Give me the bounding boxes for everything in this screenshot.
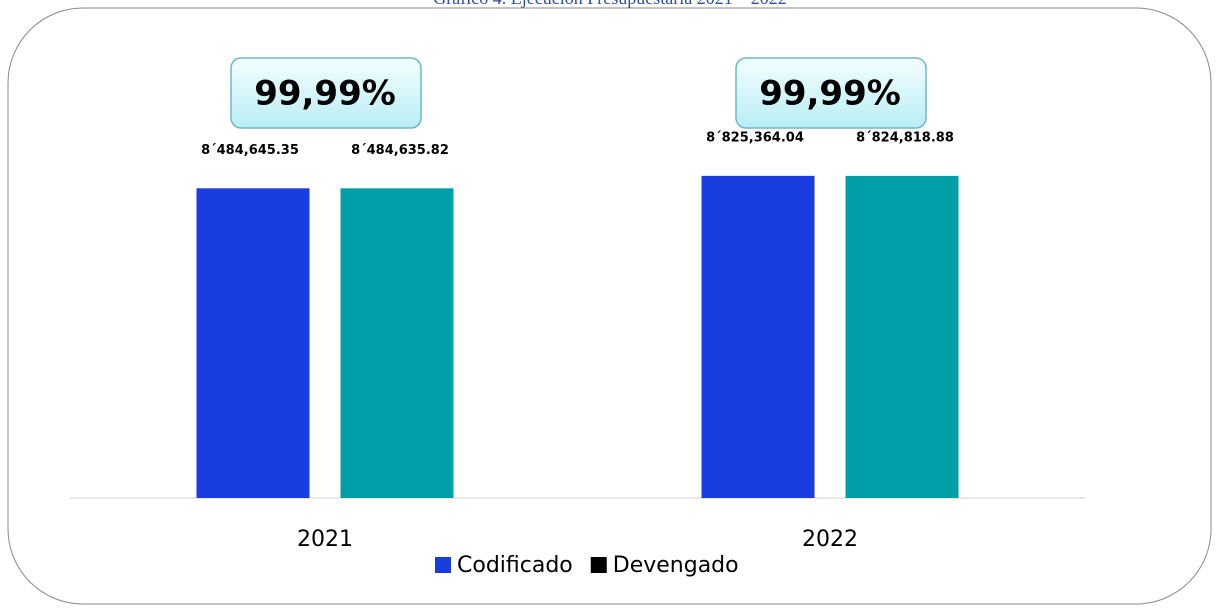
bar: [340, 188, 454, 498]
annotation-box: [230, 57, 422, 129]
bar: [845, 175, 959, 498]
chart-title: Gráfico 4. Ejecución Presupuestaria 2021…: [433, 0, 786, 8]
x-tick-label: 2021: [297, 527, 353, 552]
chart-frame: [7, 7, 1212, 605]
data-label: 8´824,818.88: [856, 130, 954, 145]
legend-label: Codificado: [457, 553, 573, 578]
legend-label: Devengado: [613, 553, 739, 578]
bar: [701, 175, 815, 498]
data-label: 8´484,635.82: [351, 143, 449, 158]
legend-swatch: [435, 557, 451, 573]
bar: [196, 188, 310, 499]
x-tick-label: 2022: [802, 527, 858, 552]
annotation: 99,99%: [759, 74, 901, 114]
legend-swatch: [590, 557, 607, 573]
annotation: 99,99%: [254, 74, 396, 114]
data-label: 8´484,645.35: [201, 143, 299, 158]
data-label: 8´825,364.04: [706, 130, 804, 145]
annotation-box: [735, 57, 927, 129]
